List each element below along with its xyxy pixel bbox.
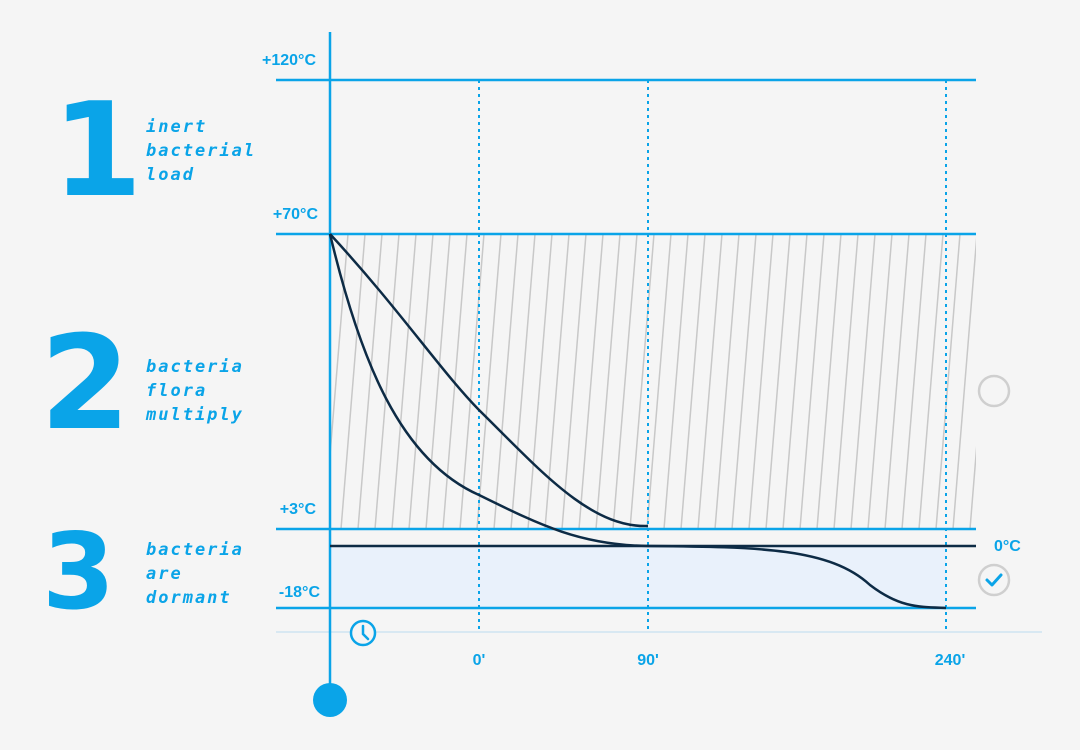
clock-icon	[349, 619, 377, 647]
hatch-line	[663, 234, 689, 529]
check-circle-icon	[977, 563, 1011, 597]
y-tick-label-0: 0°C	[994, 538, 1021, 555]
zone-3-line-1: bacteria	[146, 540, 244, 560]
zone-1-line-3: load	[146, 165, 195, 185]
hatch-line	[408, 234, 434, 529]
x-tick-label-240: 240'	[934, 652, 966, 669]
hatch-line	[867, 234, 893, 529]
hatch-line	[544, 234, 570, 529]
y-tick-label-120: +120°C	[262, 52, 316, 69]
hatch-line	[357, 234, 383, 529]
zone-1-line-2: bacterial	[146, 141, 257, 161]
frozen-band	[330, 546, 946, 608]
hatch-line	[629, 234, 655, 529]
empty-circle-icon	[977, 374, 1011, 408]
hatch-line	[731, 234, 757, 529]
hatch-line	[578, 234, 604, 529]
hatch-line	[799, 234, 825, 529]
vertical-gridlines	[478, 80, 947, 632]
y-tick-label-70: +70°C	[272, 206, 318, 223]
hatch-line	[697, 234, 723, 529]
hatch-line	[901, 234, 927, 529]
hatch-line	[612, 234, 638, 529]
hatch-line	[374, 234, 400, 529]
hatch-line	[850, 234, 876, 529]
hatch-line	[391, 234, 417, 529]
hatch-line	[425, 234, 451, 529]
zone-2-line-3: multiply	[146, 405, 244, 425]
series-1-line	[329, 233, 649, 528]
hatch-line	[510, 234, 536, 529]
hatch-line	[646, 234, 672, 529]
zone-1-line-1: inert	[146, 117, 208, 137]
hatch-line	[833, 234, 859, 529]
hatch-line	[884, 234, 910, 529]
zone-2-number: 2	[40, 307, 131, 459]
hatch-line	[782, 234, 808, 529]
zone-2-line-2: flora	[146, 381, 208, 401]
hatch-line	[935, 234, 961, 529]
zone-2-line-1: bacteria	[146, 357, 244, 377]
y-tick-label-minus18: -18°C	[278, 584, 320, 601]
zone-1-description: inert bacterial load	[146, 115, 256, 187]
series-2-line	[328, 233, 947, 610]
hatch-line	[952, 237, 976, 529]
filled-dot-icon	[313, 683, 347, 717]
zone-3-number: 3	[42, 511, 116, 633]
horizontal-gridlines	[276, 78, 976, 610]
hatch-line	[595, 234, 621, 529]
hatch-line	[748, 234, 774, 529]
hatch-line	[561, 234, 587, 529]
multiply-zone-hatch	[330, 234, 976, 529]
hatch-line	[340, 234, 366, 529]
zone-3-description: bacteria are dormant	[146, 538, 244, 610]
hatch-line	[527, 234, 553, 529]
zone-1-number: 1	[52, 74, 143, 226]
hatch-line	[816, 234, 842, 529]
hatch-line	[714, 234, 740, 529]
hatch-line	[918, 234, 944, 529]
y-tick-label-3: +3°C	[279, 501, 316, 518]
x-tick-label-90: 90'	[637, 652, 659, 669]
zone-2-description: bacteria flora multiply	[146, 355, 244, 427]
hatch-line	[969, 446, 976, 529]
hatch-line	[476, 234, 502, 529]
x-tick-label-0: 0'	[472, 652, 486, 669]
hatch-line	[765, 234, 791, 529]
hatch-line	[493, 234, 519, 529]
zone-3-line-2: are	[146, 564, 183, 584]
zone-3-line-3: dormant	[146, 588, 232, 608]
hatch-line	[680, 234, 706, 529]
